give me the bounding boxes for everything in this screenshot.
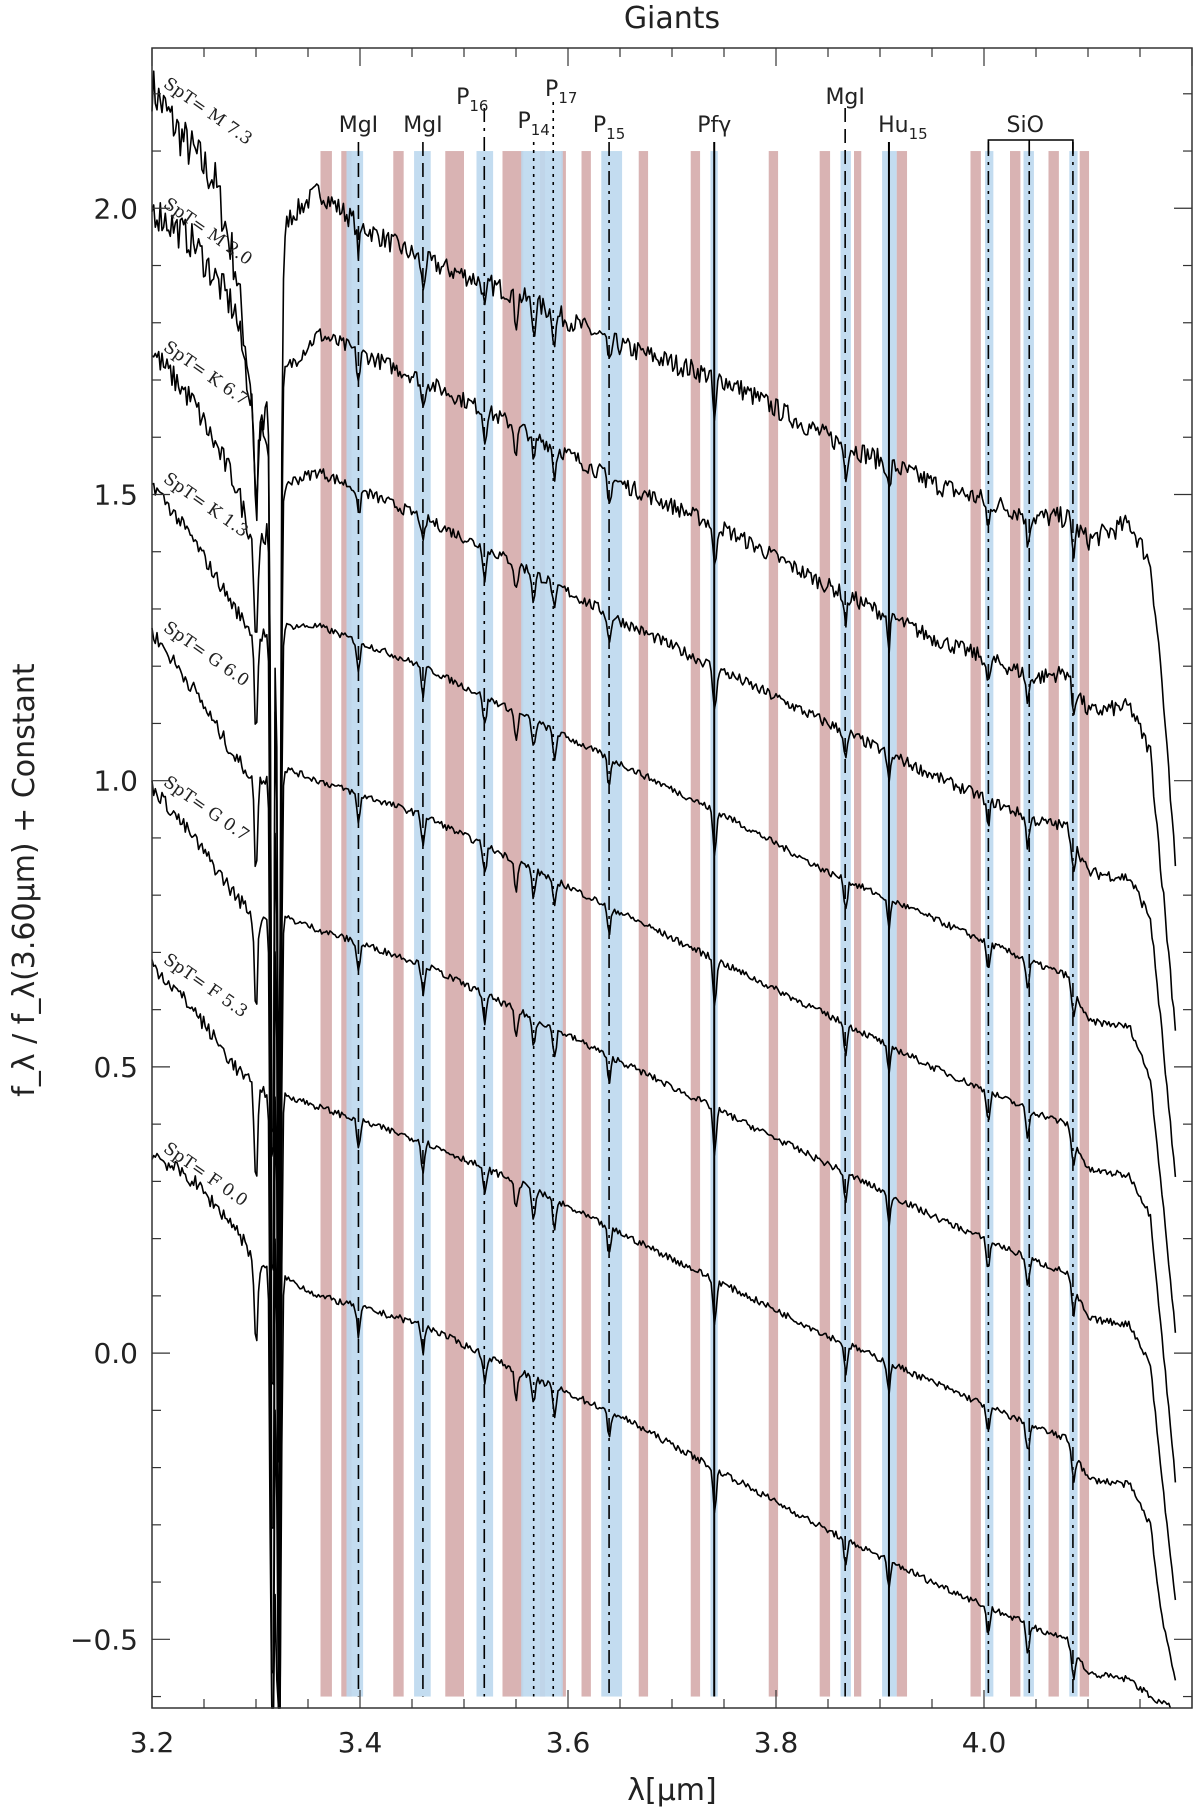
y-tick-label: −0.5 <box>70 1623 138 1656</box>
red-band <box>393 151 404 1697</box>
feature-label-subscript: 17 <box>558 89 577 107</box>
feature-label: P17 <box>545 77 577 107</box>
spectrum-series <box>151 350 1177 1341</box>
feature-label: MgI <box>339 113 378 138</box>
red-band <box>768 151 779 1697</box>
x-tick-label: 4.0 <box>962 1726 1007 1759</box>
sio-bracket <box>987 139 1074 154</box>
sio-label: SiO <box>1007 113 1044 138</box>
red-band <box>502 151 524 1697</box>
x-tick-label: 3.8 <box>754 1726 799 1759</box>
red-band <box>1048 151 1059 1697</box>
feature-label-subscript: 14 <box>531 121 550 139</box>
series-label: SpT= G 6.0 <box>160 618 253 691</box>
y-tick-label: 0.5 <box>93 1051 138 1084</box>
feature-label-subscript: 15 <box>909 125 928 143</box>
y-tick-label: 2.0 <box>93 192 138 225</box>
spectrum-series <box>151 1152 1172 1709</box>
red-band <box>1079 151 1090 1697</box>
red-band <box>320 151 332 1697</box>
y-tick-label: 0.0 <box>93 1337 138 1370</box>
x-tick-label: 3.4 <box>338 1726 383 1759</box>
feature-label-subscript: 15 <box>606 125 625 143</box>
feature-label: Hu15 <box>878 113 928 143</box>
spectrum-series <box>151 202 1177 1212</box>
feature-label-subscript: 16 <box>469 97 488 115</box>
spectrum-series <box>151 959 1177 1709</box>
blue-band <box>840 151 851 1697</box>
spectrum-series <box>151 70 1177 1147</box>
plot-frame <box>151 47 1193 1709</box>
blue-band <box>521 151 563 1697</box>
series-layer <box>151 70 1177 1709</box>
red-band <box>341 151 352 1697</box>
feature-label: P16 <box>456 85 488 115</box>
feature-label: P15 <box>593 113 625 143</box>
series-label: SpT= F 0.0 <box>160 1138 252 1210</box>
blue-band <box>985 151 994 1697</box>
ticks-layer: 3.2 3.4 3.6 3.8 4.0 −0.5 0.0 0.5 1.0 1.5 2.0 <box>70 48 1193 1759</box>
red-band <box>896 151 908 1697</box>
y-tick-label: 1.0 <box>93 765 138 798</box>
red-band <box>854 151 862 1697</box>
chart-title: Giants <box>624 1 720 36</box>
series-label: SpT= G 0.7 <box>160 772 253 845</box>
y-tick-label: 1.5 <box>93 478 138 511</box>
feature-label: MgI <box>825 85 864 110</box>
red-band <box>445 151 464 1697</box>
red-band <box>1010 151 1021 1697</box>
red-band <box>690 151 701 1697</box>
y-axis-title: f_λ / f_λ(3.60μm) + Constant <box>7 663 42 1097</box>
blue-band <box>1023 151 1034 1697</box>
series-label: SpT= K 1.3 <box>160 469 252 542</box>
red-band <box>581 151 591 1697</box>
x-axis-title: λ[μm] <box>627 1773 716 1808</box>
feature-label: P14 <box>517 109 549 139</box>
feature-label: Pfγ <box>697 113 731 138</box>
blue-band <box>601 151 623 1697</box>
red-band <box>819 151 831 1697</box>
spectrum-series <box>151 627 1177 1609</box>
feature-label: MgI <box>403 113 442 138</box>
x-tick-label: 3.6 <box>546 1726 591 1759</box>
blue-band <box>346 151 364 1697</box>
red-band <box>970 151 981 1697</box>
blue-band <box>1069 151 1078 1697</box>
red-band <box>560 151 566 1697</box>
x-tick-label: 3.2 <box>130 1726 175 1759</box>
series-label: SpT= M 7.3 <box>160 74 256 150</box>
spectrum-series <box>151 780 1177 1709</box>
spectrum-series <box>151 482 1177 1463</box>
